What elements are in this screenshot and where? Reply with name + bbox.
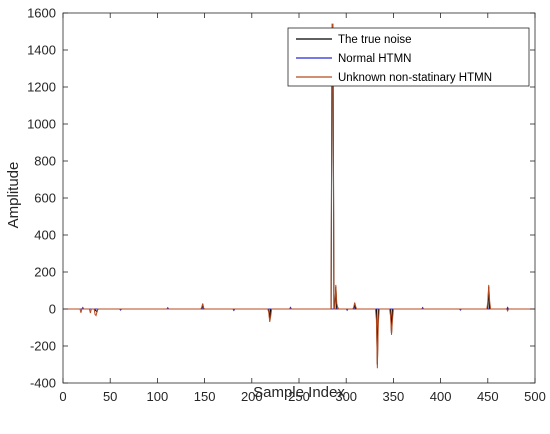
- x-axis-label: Sample Index: [253, 384, 345, 401]
- y-tick-label: 1600: [27, 6, 56, 21]
- y-tick-label: 1400: [27, 43, 56, 58]
- legend: The true noise Normal HTMN Unknown non-sta…: [287, 27, 530, 87]
- axes: [62, 12, 536, 384]
- y-tick-label: 0: [49, 302, 56, 317]
- y-tick-label: 800: [34, 154, 56, 169]
- y-tick-label: 600: [34, 191, 56, 206]
- y-tick-label: 400: [34, 228, 56, 243]
- y-tick-label: 1000: [27, 117, 56, 132]
- x-tick-label: 400: [430, 389, 452, 404]
- x-tick-label: 250: [288, 389, 310, 404]
- y-tick-label: 1200: [27, 80, 56, 95]
- x-tick-label: 0: [59, 389, 66, 404]
- legend-label-2: Normal HTMN: [338, 53, 411, 65]
- plot-area: [63, 23, 535, 369]
- series-line-3: [63, 23, 535, 369]
- legend-label-1: The true noise: [338, 34, 412, 46]
- x-tick-label: 150: [194, 389, 216, 404]
- y-axis-label: Amplitude: [5, 162, 22, 229]
- x-tick-label: 450: [477, 389, 499, 404]
- series-line-2: [63, 306, 535, 312]
- y-tick-label: -400: [30, 376, 56, 391]
- legend-box: [287, 27, 530, 87]
- x-tick-label: 100: [147, 389, 169, 404]
- x-tick-label: 500: [524, 389, 546, 404]
- x-tick-label: 50: [103, 389, 117, 404]
- x-tick-label: 200: [241, 389, 263, 404]
- x-tick-label: 300: [335, 389, 357, 404]
- x-tick-label: 350: [383, 389, 405, 404]
- tick-labels: 0 50 100 150 200 250 300 350 400 450 500 -400 -200 0 2…: [27, 6, 546, 405]
- y-tick-label: 200: [34, 265, 56, 280]
- y-tick-label: -200: [30, 339, 56, 354]
- legend-label-3: Unknown non-statinary HTMN: [338, 72, 492, 84]
